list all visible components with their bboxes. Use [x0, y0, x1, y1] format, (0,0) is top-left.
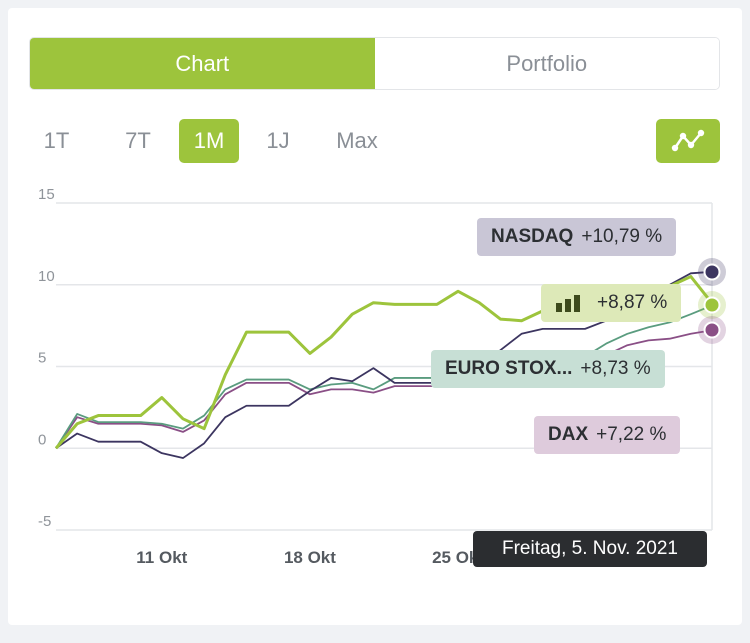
- endpoint-dot-dax: [703, 321, 721, 339]
- range-max[interactable]: Max: [336, 128, 378, 153]
- range-7t[interactable]: 7T: [125, 128, 151, 153]
- x-tick-label: 25 Okt: [432, 548, 484, 567]
- range-1t[interactable]: 1T: [43, 128, 70, 153]
- range-1j[interactable]: 1J: [266, 128, 290, 153]
- line-chart-icon: [671, 129, 705, 152]
- bar-chart-icon: [556, 295, 580, 312]
- range-selector: 1T 7T 1M 1J Max: [29, 119, 397, 163]
- range-1m[interactable]: 1M: [179, 119, 239, 163]
- y-tick-label: -5: [38, 513, 51, 530]
- dax-label-value: +7,22 %: [596, 424, 667, 445]
- nasdaq-label: NASDAQ +10,79 %: [477, 218, 677, 256]
- chart-type-toggle-button[interactable]: [656, 119, 720, 163]
- portfolio-label: +8,87 %: [541, 284, 682, 322]
- view-switch: Chart Portfolio: [29, 37, 720, 90]
- nasdaq-label-name: NASDAQ: [491, 226, 574, 247]
- endpoint-dot-portfolio: [703, 296, 721, 314]
- tab-portfolio[interactable]: Portfolio: [374, 38, 719, 89]
- series-line-nasdaq: [55, 270, 713, 459]
- x-axis-ticks: 11 Okt 18 Okt 25 Okt: [136, 548, 484, 567]
- tab-chart[interactable]: Chart: [30, 38, 375, 89]
- series-endpoints: [698, 258, 726, 344]
- y-tick-label: 5: [38, 350, 46, 367]
- endpoint-dot-nasdaq: [703, 263, 721, 281]
- dax-label: DAX +7,22 %: [534, 416, 681, 454]
- date-tooltip: Freitag, 5. Nov. 2021: [473, 531, 707, 567]
- eurostoxx-label-name: EURO STOX...: [445, 358, 573, 379]
- y-tick-label: 15: [38, 186, 55, 203]
- eurostoxx-label-value: +8,73 %: [580, 358, 651, 379]
- y-tick-label: 0: [38, 431, 46, 448]
- x-tick-label: 18 Okt: [284, 548, 336, 567]
- y-axis-ticks: 15 10 5 0 -5: [38, 186, 55, 530]
- series-line-eurostoxx: [55, 304, 713, 449]
- nasdaq-label-value: +10,79 %: [581, 226, 663, 247]
- portfolio-label-value: +8,87 %: [597, 292, 668, 313]
- eurostoxx-label: EURO STOX... +8,73 %: [431, 350, 665, 388]
- y-tick-label: 10: [38, 268, 55, 285]
- dax-label-name: DAX: [548, 424, 589, 445]
- x-tick-label: 11 Okt: [136, 548, 187, 567]
